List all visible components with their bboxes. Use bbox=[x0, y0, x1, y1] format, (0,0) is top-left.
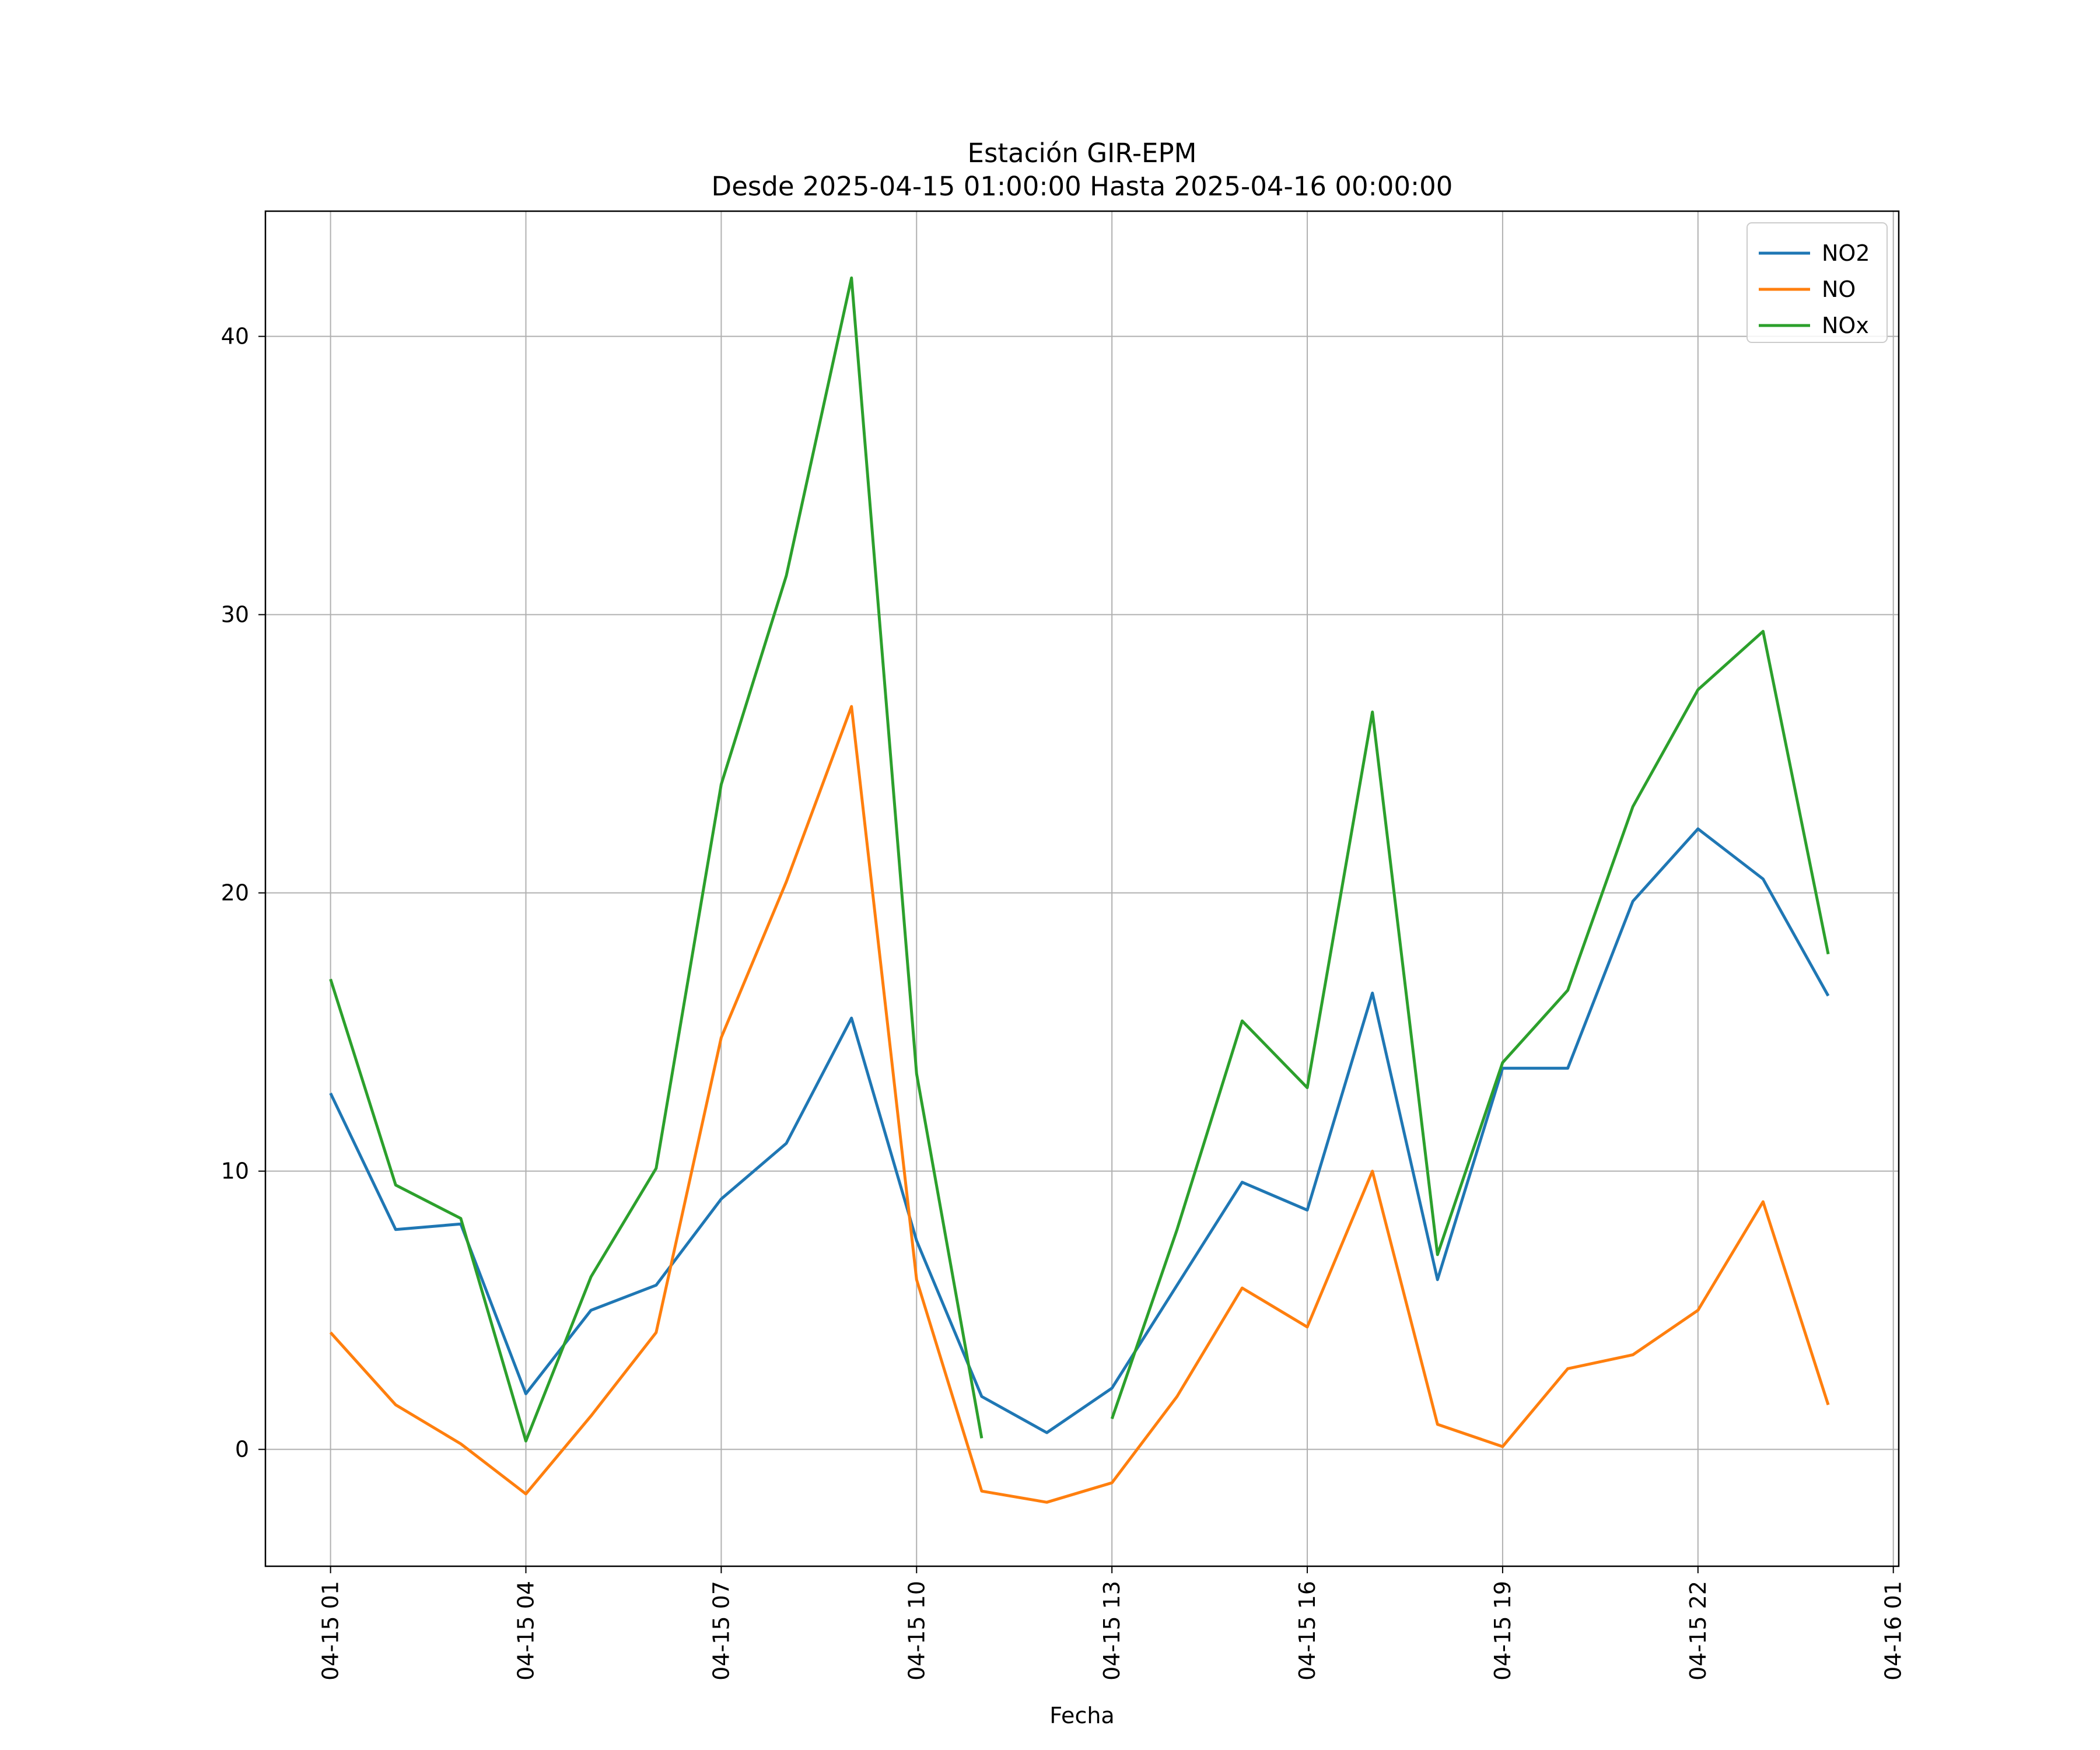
x-axis: 04-15 01 04-15 04 04-15 07 04-15 10 04-15 13… bbox=[318, 1566, 1906, 1681]
chart-subtitle: Desde 2025-04-15 01:00:00 Hasta 2025-04-… bbox=[712, 171, 1453, 202]
legend: NO2 NO NOx bbox=[1746, 222, 1888, 343]
y-tick-label: 20 bbox=[221, 880, 249, 906]
legend-label: NO bbox=[1822, 276, 1856, 302]
series-line-nox bbox=[329, 276, 1830, 1443]
y-tick-label: 0 bbox=[235, 1437, 249, 1462]
grid bbox=[265, 211, 1899, 1566]
x-axis-label: Fecha bbox=[1049, 1703, 1114, 1728]
x-tick-label: 04-15 04 bbox=[513, 1581, 539, 1681]
x-tick-label: 04-15 01 bbox=[318, 1581, 344, 1681]
chart-title: Estación GIR-EPM bbox=[968, 138, 1197, 169]
y-tick-label: 40 bbox=[221, 324, 249, 349]
x-tick-label: 04-15 13 bbox=[1099, 1581, 1125, 1681]
x-tick-label: 04-15 16 bbox=[1294, 1581, 1320, 1681]
x-tick-label: 04-15 22 bbox=[1685, 1581, 1711, 1681]
x-tick-label: 04-15 10 bbox=[904, 1581, 929, 1681]
legend-label: NOx bbox=[1822, 313, 1869, 338]
y-axis: 0 10 20 30 40 bbox=[221, 324, 265, 1462]
y-tick-label: 30 bbox=[221, 602, 249, 628]
series-line-no2 bbox=[329, 827, 1830, 1434]
legend-label: NO2 bbox=[1822, 240, 1870, 266]
series-lines bbox=[329, 276, 1830, 1504]
plot-frame bbox=[264, 210, 1900, 1567]
series-line-no bbox=[329, 705, 1830, 1504]
x-tick-label: 04-15 07 bbox=[708, 1581, 734, 1681]
x-tick-label: 04-15 19 bbox=[1490, 1581, 1516, 1681]
x-tick-label: 04-16 01 bbox=[1881, 1581, 1906, 1681]
y-tick-label: 10 bbox=[221, 1158, 249, 1184]
